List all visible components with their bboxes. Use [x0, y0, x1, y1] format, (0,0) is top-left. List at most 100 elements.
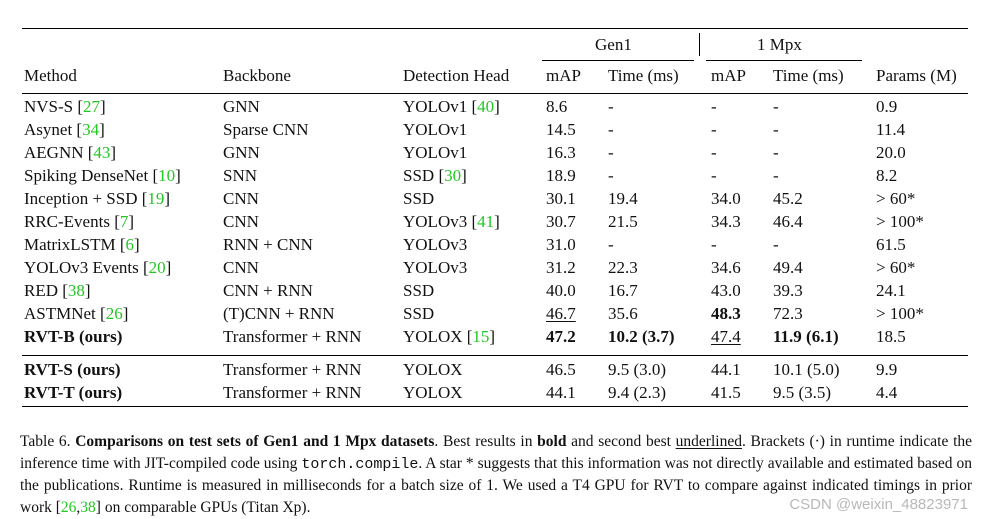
- cell-text: YOLOv3: [403, 212, 472, 231]
- caption-label: Table 6.: [20, 433, 71, 450]
- cell-gen1-time: 16.7: [608, 281, 638, 300]
- cell-detection-head: SSD: [403, 304, 435, 323]
- cell-backbone: Transformer + RNN: [223, 383, 362, 402]
- cell-mpx-time: 46.4: [773, 212, 803, 231]
- cell-gen1-time: 10.2 (3.7): [608, 327, 675, 347]
- citation-link[interactable]: 40: [477, 97, 495, 116]
- cell-gen1-map: 30.7: [546, 212, 576, 231]
- cell-backbone: Transformer + RNN: [223, 360, 362, 379]
- citation-link[interactable]: 38: [67, 281, 85, 300]
- citation-link[interactable]: 15: [472, 327, 490, 346]
- cell-text: 11.9 (6.1): [773, 327, 839, 346]
- cell-mpx-time: -: [773, 97, 779, 116]
- cell-params: > 60*: [876, 258, 916, 277]
- cell-text: AEGNN: [24, 143, 88, 162]
- cell-params: 18.5: [876, 327, 906, 346]
- cell-params: 8.2: [876, 166, 898, 185]
- cell-text: 48.3: [711, 304, 741, 323]
- caption-text: and second best: [566, 433, 676, 450]
- citation-link[interactable]: 26: [105, 304, 123, 323]
- cell-params: > 100*: [876, 304, 924, 323]
- table-caption: Table 6. Comparisons on test sets of Gen…: [20, 431, 972, 518]
- citation-link[interactable]: 19: [147, 189, 165, 208]
- cell-backbone: GNN: [223, 97, 260, 116]
- cell-text: RVT-S (ours): [24, 360, 121, 379]
- cell-gen1-map: 16.3: [546, 143, 576, 162]
- cell-gen1-time: 35.6: [608, 304, 638, 323]
- cite-bracket: ]: [122, 304, 129, 323]
- caption-citation[interactable]: 38: [80, 498, 96, 516]
- cell-mpx-time: 49.4: [773, 258, 803, 277]
- watermark: CSDN @weixin_48823971: [789, 496, 968, 513]
- cell-gen1-time: 9.4 (2.3): [608, 383, 667, 402]
- cell-text: Spiking DenseNet: [24, 166, 153, 185]
- cell-params: > 100*: [876, 212, 924, 231]
- cell-mpx-map: 34.6: [711, 258, 741, 277]
- cell-params: 61.5: [876, 235, 906, 254]
- header-gen1-time: Time (ms): [608, 66, 679, 85]
- cite-bracket: ]: [99, 120, 105, 139]
- cell-gen1-map: 46.5: [546, 360, 576, 379]
- cell-text: NVS-S: [24, 97, 78, 116]
- cell-method: RVT-B (ours): [24, 327, 122, 347]
- cell-method: Spiking DenseNet [10]: [24, 166, 181, 186]
- cell-text: RED: [24, 281, 63, 300]
- citation-link[interactable]: 10: [158, 166, 176, 185]
- cell-detection-head: YOLOX [15]: [403, 327, 495, 347]
- citation-link[interactable]: 20: [148, 258, 166, 277]
- cell-backbone: CNN: [223, 212, 259, 231]
- cite-bracket: ]: [165, 258, 172, 277]
- cell-backbone: Transformer + RNN: [223, 327, 362, 346]
- cite-bracket: [: [141, 189, 148, 208]
- citation-link[interactable]: 41: [477, 212, 495, 231]
- cell-backbone: CNN: [223, 189, 259, 208]
- cell-text: RVT-T (ours): [24, 383, 123, 402]
- cell-params: 24.1: [876, 281, 906, 300]
- caption-code: torch.compile: [301, 455, 419, 473]
- cell-detection-head: YOLOv1 [40]: [403, 97, 500, 117]
- cell-mpx-time: -: [773, 120, 779, 139]
- cell-method: ASTMNet [26]: [24, 304, 128, 324]
- cite-bracket: [: [100, 304, 106, 323]
- cell-gen1-map: 46.7: [546, 304, 576, 324]
- cell-text: Asynet: [24, 120, 77, 139]
- cell-text: YOLOX: [403, 327, 467, 346]
- cell-gen1-time: -: [608, 143, 614, 162]
- cite-bracket: [: [77, 97, 84, 116]
- cell-backbone: (T)CNN + RNN: [223, 304, 335, 323]
- header-params: Params (M): [876, 66, 957, 85]
- cite-bracket: [: [471, 212, 478, 231]
- cell-text: RVT-B (ours): [24, 327, 123, 346]
- citation-link[interactable]: 6: [125, 235, 135, 254]
- cell-gen1-time: 9.5 (3.0): [608, 360, 667, 379]
- caption-text: ,: [76, 498, 81, 516]
- cell-mpx-time: 11.9 (6.1): [773, 327, 839, 347]
- cite-bracket: ]: [128, 212, 135, 231]
- caption-bold-word: bold: [537, 433, 567, 450]
- cite-bracket: ]: [494, 97, 500, 116]
- citation-link[interactable]: 43: [93, 143, 111, 162]
- citation-link[interactable]: 7: [119, 212, 129, 231]
- cell-text: RRC-Events: [24, 212, 115, 231]
- cell-gen1-time: 19.4: [608, 189, 638, 208]
- cell-text: MatrixLSTM: [24, 235, 120, 254]
- cell-gen1-map: 18.9: [546, 166, 576, 185]
- cell-detection-head: YOLOv1: [403, 120, 468, 139]
- caption-citation[interactable]: 26: [60, 498, 77, 516]
- cell-mpx-map: -: [711, 143, 717, 162]
- cell-detection-head: YOLOv3: [403, 258, 468, 277]
- cite-bracket: ]: [461, 166, 467, 185]
- cell-detection-head: YOLOv3 [41]: [403, 212, 500, 232]
- cell-backbone: CNN + RNN: [223, 281, 313, 300]
- cell-mpx-map: 43.0: [711, 281, 741, 300]
- citation-link[interactable]: 30: [444, 166, 462, 185]
- caption-underlined-word: underlined: [675, 433, 742, 450]
- cell-gen1-time: -: [608, 235, 614, 254]
- cite-bracket: [: [119, 235, 126, 254]
- cell-detection-head: SSD: [403, 189, 435, 208]
- cell-text: Inception + SSD: [24, 189, 142, 208]
- cell-text: 46.7: [546, 304, 576, 323]
- cell-mpx-time: 9.5 (3.5): [773, 383, 832, 402]
- citation-link[interactable]: 34: [82, 120, 100, 139]
- citation-link[interactable]: 27: [83, 97, 101, 116]
